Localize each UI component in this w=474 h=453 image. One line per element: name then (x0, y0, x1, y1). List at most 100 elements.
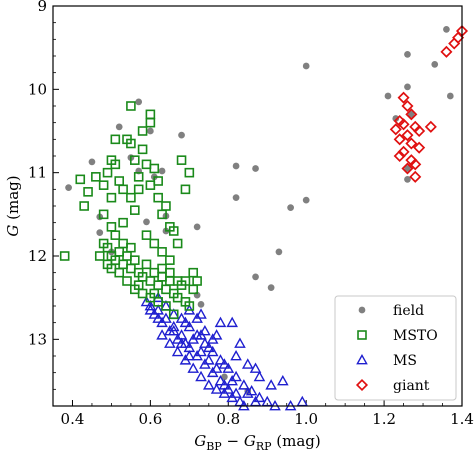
data-point-msto (149, 267, 160, 278)
y-tick-label: 10 (28, 80, 47, 98)
data-point-ms (230, 349, 242, 361)
data-point-msto (157, 247, 167, 257)
data-point-giant (413, 141, 426, 154)
legend-marker-field (358, 306, 366, 314)
data-point-ms (199, 324, 211, 336)
data-point-giant (413, 124, 426, 138)
data-point-field (178, 131, 185, 139)
data-point-field (158, 167, 166, 175)
data-point-field (193, 223, 201, 231)
legend: field MSTO MS giant (334, 295, 457, 401)
data-point-msto (165, 276, 175, 286)
data-point-field (404, 83, 411, 91)
data-point-msto (59, 251, 70, 261)
series-giant (389, 24, 469, 183)
data-point-msto (157, 272, 167, 282)
data-point-field (197, 300, 205, 308)
points-layer (59, 24, 469, 411)
data-point-field (135, 98, 143, 106)
data-point-msto (172, 238, 183, 249)
data-point-msto (168, 226, 179, 236)
data-point-ms (226, 316, 238, 328)
data-point-msto (133, 280, 144, 290)
data-point-ms (210, 329, 223, 340)
data-point-giant (401, 99, 414, 113)
data-point-msto (122, 276, 132, 286)
data-point-field (446, 92, 454, 100)
y-tick-label: 11 (28, 164, 47, 182)
data-point-field (252, 273, 259, 281)
data-point-msto (180, 184, 191, 195)
data-point-ms (187, 362, 200, 373)
data-point-field (115, 123, 123, 131)
data-point-msto (153, 192, 163, 203)
data-point-field (408, 110, 415, 118)
data-point-msto (184, 301, 195, 311)
data-point-msto (176, 155, 187, 165)
data-point-ms (167, 324, 180, 336)
data-point-field (404, 175, 411, 183)
data-point-giant (393, 149, 406, 163)
data-point-ms (195, 370, 207, 382)
data-point-field (443, 25, 450, 33)
data-point-msto (110, 134, 121, 145)
data-point-msto (75, 174, 86, 185)
data-point-msto (118, 184, 128, 195)
data-point-ms (160, 312, 172, 323)
data-point-msto (126, 263, 136, 274)
data-point-ms (152, 312, 164, 323)
data-point-ms (202, 341, 215, 353)
data-point-msto (165, 267, 175, 278)
data-point-field (232, 194, 240, 202)
data-point-msto (102, 259, 113, 270)
data-point-giant (397, 118, 410, 131)
data-point-msto (91, 172, 101, 182)
data-point-msto (114, 267, 125, 278)
data-point-ms (195, 308, 207, 319)
data-point-ms (179, 316, 192, 328)
data-point-msto (110, 159, 121, 170)
data-point-msto (188, 267, 199, 278)
data-point-msto (161, 301, 171, 311)
data-point-msto (165, 255, 175, 265)
data-point-ms (249, 362, 262, 373)
data-point-msto (149, 288, 160, 299)
data-point-msto (114, 247, 125, 257)
data-point-giant (405, 137, 418, 150)
data-point-ms (222, 383, 235, 394)
data-point-giant (397, 91, 410, 104)
data-point-msto (98, 209, 109, 220)
data-point-field (287, 204, 294, 212)
data-point-msto (145, 117, 156, 128)
data-point-msto (137, 126, 148, 136)
data-point-ms (156, 329, 168, 340)
data-point-ms (230, 387, 242, 398)
data-point-ms (144, 304, 157, 315)
data-point-field (267, 284, 275, 292)
data-point-ms (202, 354, 215, 365)
data-point-ms (253, 370, 266, 382)
data-point-giant (448, 37, 461, 50)
y-tick-label: 13 (28, 330, 47, 348)
data-point-ms (253, 391, 266, 403)
legend-marker-msto (357, 330, 367, 340)
data-point-ms (175, 337, 188, 348)
data-point-msto (141, 259, 152, 270)
data-point-ms (218, 358, 231, 369)
data-point-ms (171, 345, 184, 357)
data-point-msto (126, 138, 136, 149)
data-point-ms (210, 362, 223, 373)
data-point-ms (226, 374, 238, 386)
data-point-ms (214, 354, 227, 365)
data-point-msto (192, 276, 202, 286)
data-point-ms (195, 329, 207, 340)
data-point-giant (401, 129, 414, 142)
data-point-ms (230, 370, 242, 382)
data-point-ms (183, 349, 196, 361)
y-tick-label: 12 (28, 247, 47, 265)
data-point-msto (106, 222, 117, 232)
data-point-giant (405, 108, 418, 121)
legend-label-ms: MS (393, 353, 417, 369)
data-point-msto (137, 288, 148, 299)
x-tick-label: 0.4 (61, 410, 85, 428)
